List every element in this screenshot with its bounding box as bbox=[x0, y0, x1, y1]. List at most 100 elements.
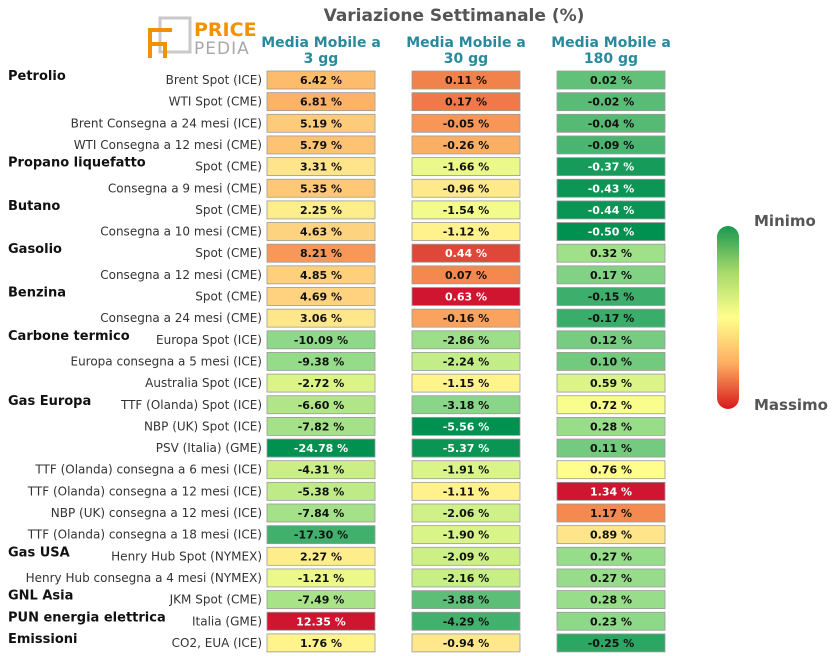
heatmap-cell bbox=[411, 373, 521, 393]
heatmap-cell bbox=[411, 113, 521, 133]
color-legend: Minimo Massimo bbox=[717, 212, 828, 414]
cell-value-label: -10.09 % bbox=[294, 334, 348, 347]
cell-value-label: 6.81 % bbox=[300, 96, 342, 109]
heatmap-cell bbox=[556, 243, 666, 263]
heatmap-cell bbox=[411, 352, 521, 371]
heatmap-cell bbox=[266, 395, 376, 415]
cell-value-label: -2.06 % bbox=[443, 507, 490, 520]
row-label: Brent Spot (ICE) bbox=[166, 73, 262, 87]
cell-value-label: -4.29 % bbox=[443, 615, 490, 628]
group-name: Emissioni bbox=[8, 632, 77, 647]
heatmap-cell bbox=[266, 92, 376, 112]
column-header-3-line-1: Media Mobile a bbox=[551, 35, 671, 51]
heatmap-cell bbox=[556, 438, 666, 458]
cell-value-label: -1.91 % bbox=[443, 464, 490, 477]
cell-value-label: -1.90 % bbox=[443, 529, 490, 542]
heatmap-cell bbox=[411, 568, 521, 588]
group-name: Gas Europa bbox=[8, 394, 91, 409]
cell-value-label: 0.11 % bbox=[445, 74, 487, 87]
row-label: CO2, EUA (ICE) bbox=[172, 636, 262, 650]
cell-value-label: -0.94 % bbox=[443, 637, 490, 650]
cell-value-label: -1.66 % bbox=[443, 161, 490, 174]
cell-value-label: -2.16 % bbox=[443, 572, 490, 585]
row-label: TTF (Olanda) Spot (ICE) bbox=[120, 398, 262, 412]
heatmap-cell bbox=[411, 503, 521, 523]
heatmap-cell bbox=[266, 438, 376, 458]
cell-value-label: 0.32 % bbox=[590, 247, 632, 260]
cell-value-label: -0.25 % bbox=[588, 637, 635, 650]
cell-value-label: -0.16 % bbox=[443, 312, 490, 325]
cell-value-label: 0.07 % bbox=[445, 269, 487, 282]
group-name: Benzina bbox=[8, 286, 66, 301]
heatmap-cell bbox=[556, 92, 666, 112]
heatmap-cell bbox=[266, 265, 376, 285]
heatmap-cell bbox=[411, 135, 521, 155]
heatmap-cell bbox=[411, 70, 521, 90]
cell-value-label: 0.63 % bbox=[445, 291, 487, 304]
heatmap-cell bbox=[266, 178, 376, 198]
group-name: Gasolio bbox=[8, 242, 62, 257]
cell-value-label: 0.11 % bbox=[590, 442, 632, 455]
cell-value-label: 0.10 % bbox=[590, 355, 632, 368]
row-label: TTF (Olanda) consegna a 18 mesi (ICE) bbox=[27, 528, 262, 542]
legend-max-label: Massimo bbox=[754, 396, 828, 414]
heatmap-cell bbox=[411, 92, 521, 112]
cell-value-label: 1.76 % bbox=[300, 637, 342, 650]
cell-value-label: -0.37 % bbox=[588, 161, 635, 174]
row-label: Consegna a 12 mesi (CME) bbox=[100, 268, 262, 282]
heatmap-cell bbox=[556, 481, 666, 501]
heatmap-cell bbox=[411, 308, 521, 328]
row-label: Spot (CME) bbox=[195, 246, 262, 260]
cell-value-label: 0.28 % bbox=[590, 594, 632, 607]
group-name: Gas USA bbox=[8, 545, 70, 560]
row-label: PSV (Italia) (GME) bbox=[156, 441, 262, 455]
cell-value-label: 0.17 % bbox=[445, 96, 487, 109]
heatmap-cell bbox=[556, 416, 666, 436]
cell-value-label: -2.24 % bbox=[443, 355, 490, 368]
cell-value-label: -3.18 % bbox=[443, 399, 490, 412]
row-label: TTF (Olanda) consegna a 6 mesi (ICE) bbox=[34, 463, 262, 477]
heatmap-cell bbox=[556, 113, 666, 133]
cell-value-label: 0.23 % bbox=[590, 615, 632, 628]
cell-value-label: 1.34 % bbox=[590, 485, 632, 498]
cell-value-label: 4.69 % bbox=[300, 291, 342, 304]
cell-value-label: -1.21 % bbox=[298, 572, 345, 585]
cell-value-label: 1.17 % bbox=[590, 507, 632, 520]
heatmap-cell bbox=[556, 222, 666, 241]
cell-value-label: 0.27 % bbox=[590, 550, 632, 563]
cell-value-label: -0.09 % bbox=[588, 139, 635, 152]
cell-value-label: -0.04 % bbox=[588, 117, 635, 130]
heatmap-cell bbox=[266, 70, 376, 90]
heatmap-cell bbox=[556, 395, 666, 415]
heatmap-cell bbox=[411, 178, 521, 198]
heatmap-cell bbox=[556, 70, 666, 90]
row-label: Henry Hub Spot (NYMEX) bbox=[111, 549, 262, 563]
row-label: NBP (UK) Spot (ICE) bbox=[144, 419, 262, 433]
cell-value-label: -1.15 % bbox=[443, 377, 490, 390]
heatmap-cell bbox=[266, 611, 376, 631]
heatmap-cell bbox=[266, 352, 376, 371]
heatmap-cell bbox=[556, 178, 666, 198]
row-label: NBP (UK) consegna a 12 mesi (ICE) bbox=[51, 506, 262, 520]
heatmap-cell bbox=[556, 287, 666, 306]
heatmap-cells: 6.42 % 0.11 % 0.02 % 6.81 % 0.17 % -0.02 % 5.1… bbox=[266, 70, 666, 653]
chart-title: Variazione Settimanale (%) bbox=[324, 6, 585, 26]
logo-frame-back bbox=[158, 16, 192, 54]
row-label: Spot (CME) bbox=[195, 160, 262, 174]
cell-value-label: -0.15 % bbox=[588, 291, 635, 304]
heatmap-cell bbox=[266, 222, 376, 241]
cell-value-label: -5.37 % bbox=[443, 442, 490, 455]
cell-value-label: 0.27 % bbox=[590, 572, 632, 585]
cell-value-label: -3.88 % bbox=[443, 594, 490, 607]
group-name: PUN energia elettrica bbox=[8, 610, 166, 625]
column-header-1-line-2: 3 gg bbox=[304, 51, 339, 67]
heatmap-cell bbox=[556, 330, 666, 350]
heatmap-cell bbox=[266, 157, 376, 177]
heatmap-cell bbox=[411, 633, 521, 653]
heatmap-cell bbox=[266, 503, 376, 523]
cell-value-label: -2.09 % bbox=[443, 550, 490, 563]
cell-value-label: 0.72 % bbox=[590, 399, 632, 412]
group-name: Butano bbox=[8, 199, 60, 214]
